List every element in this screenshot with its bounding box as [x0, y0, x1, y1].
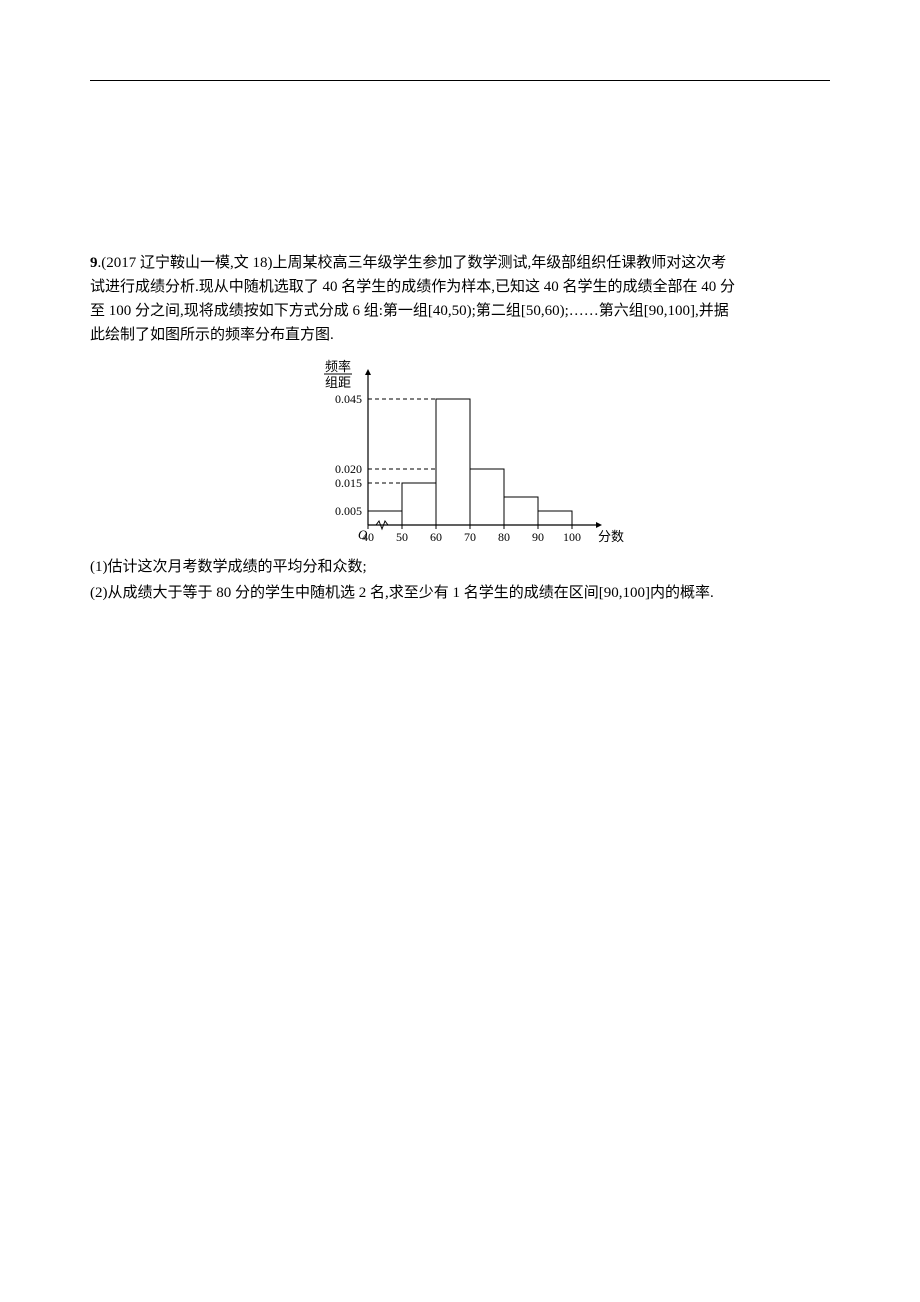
top-rule [90, 80, 830, 81]
problem-text: 9.(2017 辽宁鞍山一模,文 18)上周某校高三年级学生参加了数学测试,年级… [90, 251, 830, 347]
svg-text:50: 50 [396, 530, 408, 544]
svg-text:0.015: 0.015 [335, 476, 362, 490]
svg-text:分数: 分数 [598, 529, 624, 544]
problem-body-l3: 至 100 分之间,现将成绩按如下方式分成 6 组:第一组[40,50);第二组… [90, 303, 729, 319]
page: 9.(2017 辽宁鞍山一模,文 18)上周某校高三年级学生参加了数学测试,年级… [0, 0, 920, 1302]
svg-text:70: 70 [464, 530, 476, 544]
svg-text:60: 60 [430, 530, 442, 544]
question-2: (2)从成绩大于等于 80 分的学生中随机选 2 名,求至少有 1 名学生的成绩… [90, 581, 830, 605]
svg-text:组距: 组距 [325, 375, 351, 390]
svg-text:90: 90 [532, 530, 544, 544]
problem-body-l4: 此绘制了如图所示的频率分布直方图. [90, 327, 334, 343]
svg-text:O: O [358, 527, 368, 542]
histogram-wrap: 0.0050.0150.0200.045405060708090100O频率组距… [90, 353, 830, 553]
problem-body-l2: 试进行成绩分析.现从中随机选取了 40 名学生的成绩作为样本,已知这 40 名学… [90, 279, 735, 295]
problem-body-l1: 上周某校高三年级学生参加了数学测试,年级部组织任课教师对这次考 [273, 255, 727, 271]
problem-number: 9 [90, 255, 98, 271]
svg-text:80: 80 [498, 530, 510, 544]
svg-text:0.005: 0.005 [335, 504, 362, 518]
svg-text:100: 100 [563, 530, 581, 544]
question-1: (1)估计这次月考数学成绩的平均分和众数; [90, 555, 830, 579]
svg-text:频率: 频率 [325, 359, 351, 374]
svg-text:0.045: 0.045 [335, 392, 362, 406]
svg-text:0.020: 0.020 [335, 462, 362, 476]
problem-source: .(2017 辽宁鞍山一模,文 18) [98, 255, 273, 271]
histogram: 0.0050.0150.0200.045405060708090100O频率组距… [290, 353, 630, 553]
